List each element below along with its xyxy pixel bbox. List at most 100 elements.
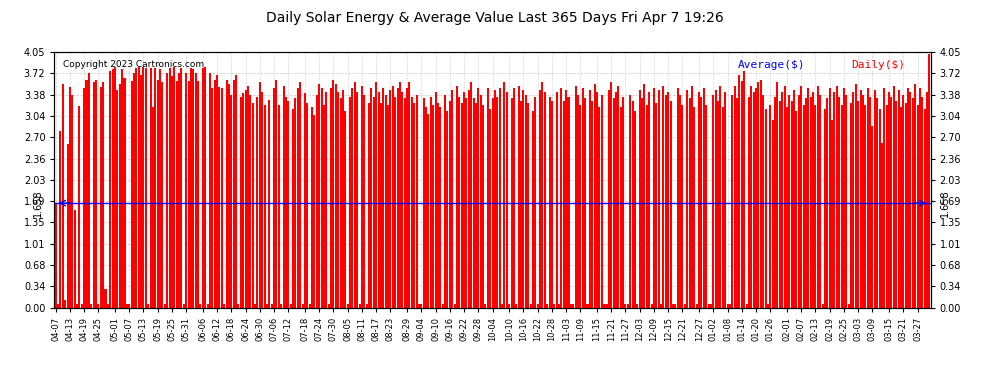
Bar bbox=[487, 88, 489, 308]
Bar bbox=[748, 97, 750, 308]
Bar bbox=[839, 97, 841, 308]
Bar bbox=[168, 68, 170, 308]
Bar bbox=[553, 304, 555, 307]
Bar bbox=[886, 105, 888, 308]
Bar bbox=[594, 84, 596, 308]
Bar bbox=[757, 82, 759, 308]
Bar bbox=[769, 105, 771, 308]
Text: 1.658: 1.658 bbox=[940, 189, 950, 217]
Bar bbox=[902, 94, 904, 308]
Bar bbox=[715, 90, 717, 308]
Bar bbox=[363, 94, 365, 308]
Bar bbox=[231, 94, 233, 308]
Bar bbox=[630, 94, 632, 308]
Bar bbox=[878, 109, 880, 307]
Bar bbox=[93, 82, 95, 308]
Bar bbox=[285, 97, 287, 308]
Bar bbox=[632, 101, 634, 308]
Bar bbox=[451, 90, 453, 308]
Bar bbox=[637, 304, 639, 307]
Bar bbox=[819, 94, 821, 308]
Bar bbox=[425, 107, 427, 308]
Bar bbox=[448, 101, 450, 308]
Bar bbox=[781, 92, 783, 308]
Bar bbox=[145, 68, 147, 308]
Bar bbox=[173, 67, 175, 308]
Bar bbox=[138, 67, 140, 308]
Bar bbox=[511, 99, 513, 308]
Bar bbox=[318, 84, 320, 308]
Bar bbox=[73, 210, 75, 308]
Bar bbox=[413, 103, 415, 308]
Bar bbox=[470, 82, 472, 308]
Bar bbox=[97, 304, 99, 307]
Bar bbox=[202, 68, 204, 308]
Bar bbox=[582, 88, 584, 308]
Bar bbox=[542, 82, 544, 308]
Bar bbox=[159, 69, 161, 308]
Bar bbox=[515, 304, 518, 307]
Bar bbox=[156, 80, 158, 308]
Bar bbox=[759, 80, 762, 308]
Bar bbox=[282, 86, 284, 308]
Bar bbox=[406, 88, 408, 308]
Bar bbox=[465, 99, 467, 308]
Bar bbox=[584, 99, 586, 308]
Bar bbox=[152, 107, 154, 308]
Bar bbox=[572, 304, 574, 307]
Bar bbox=[810, 97, 812, 308]
Bar bbox=[338, 92, 340, 308]
Bar bbox=[306, 103, 308, 308]
Bar bbox=[340, 99, 342, 308]
Bar bbox=[166, 73, 168, 308]
Bar bbox=[330, 88, 332, 308]
Bar bbox=[829, 88, 831, 308]
Bar bbox=[535, 97, 537, 308]
Bar bbox=[214, 80, 216, 308]
Bar bbox=[625, 304, 627, 307]
Bar bbox=[437, 103, 439, 308]
Bar bbox=[618, 86, 620, 308]
Bar bbox=[924, 109, 926, 307]
Bar bbox=[696, 304, 698, 307]
Bar bbox=[78, 106, 80, 307]
Bar bbox=[351, 88, 353, 308]
Bar bbox=[121, 69, 123, 308]
Bar bbox=[401, 92, 403, 308]
Bar bbox=[579, 105, 581, 308]
Bar bbox=[737, 99, 739, 308]
Bar bbox=[496, 97, 498, 308]
Bar bbox=[596, 92, 598, 308]
Bar bbox=[774, 97, 776, 308]
Bar bbox=[81, 304, 83, 307]
Bar bbox=[513, 88, 515, 308]
Bar bbox=[380, 103, 382, 308]
Bar bbox=[525, 94, 527, 308]
Bar bbox=[382, 88, 384, 308]
Bar bbox=[645, 105, 647, 308]
Bar bbox=[827, 99, 829, 308]
Bar bbox=[565, 90, 567, 308]
Bar bbox=[175, 81, 178, 308]
Bar bbox=[608, 90, 610, 308]
Bar bbox=[546, 304, 548, 307]
Bar bbox=[219, 87, 221, 308]
Bar bbox=[418, 304, 420, 307]
Bar bbox=[803, 105, 805, 308]
Bar bbox=[660, 304, 662, 307]
Bar bbox=[346, 304, 348, 307]
Bar bbox=[613, 99, 615, 308]
Bar bbox=[859, 90, 861, 308]
Bar bbox=[653, 88, 655, 308]
Bar bbox=[750, 86, 752, 308]
Bar bbox=[743, 71, 745, 308]
Bar bbox=[681, 105, 683, 308]
Bar bbox=[95, 80, 97, 308]
Bar bbox=[207, 304, 209, 307]
Bar bbox=[479, 94, 482, 308]
Bar bbox=[235, 75, 237, 308]
Bar bbox=[100, 87, 102, 308]
Bar bbox=[251, 103, 253, 308]
Bar bbox=[477, 88, 479, 308]
Bar bbox=[109, 71, 111, 308]
